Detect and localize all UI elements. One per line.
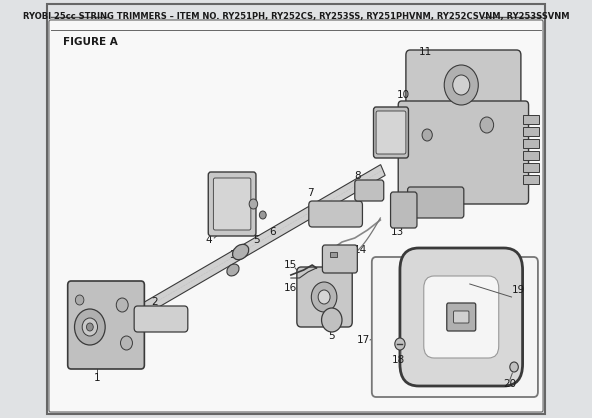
FancyBboxPatch shape [398, 101, 529, 204]
Text: 4: 4 [205, 235, 211, 245]
Circle shape [121, 336, 133, 350]
Circle shape [75, 309, 105, 345]
FancyBboxPatch shape [134, 306, 188, 332]
Text: 12: 12 [391, 203, 404, 213]
FancyBboxPatch shape [49, 20, 543, 412]
Text: 1: 1 [94, 373, 100, 383]
FancyBboxPatch shape [323, 245, 358, 273]
Circle shape [453, 75, 470, 95]
Text: 7: 7 [307, 188, 314, 198]
Text: FIGURE A: FIGURE A [63, 37, 117, 47]
Text: 11: 11 [419, 47, 432, 57]
Circle shape [444, 65, 478, 105]
Text: 6: 6 [269, 227, 275, 237]
Text: 20: 20 [503, 379, 516, 389]
FancyBboxPatch shape [213, 178, 251, 230]
Ellipse shape [233, 244, 249, 260]
Text: 17: 17 [356, 335, 370, 345]
Bar [523, 151, 539, 160]
Text: 2: 2 [152, 297, 158, 307]
Circle shape [321, 308, 342, 332]
Bar [523, 127, 539, 136]
Text: 16: 16 [284, 283, 298, 293]
Circle shape [318, 290, 330, 304]
Text: 13: 13 [391, 227, 404, 237]
Bar [330, 252, 337, 257]
Circle shape [116, 298, 128, 312]
Circle shape [311, 282, 337, 312]
Text: 8: 8 [354, 171, 361, 181]
Text: 18: 18 [391, 355, 405, 365]
Text: 14: 14 [354, 245, 368, 255]
Text: 5: 5 [253, 235, 260, 245]
Text: 10: 10 [397, 90, 410, 100]
Circle shape [82, 318, 98, 336]
FancyBboxPatch shape [309, 201, 362, 227]
FancyBboxPatch shape [406, 50, 521, 120]
Text: 5: 5 [329, 331, 335, 341]
Bar [523, 139, 539, 148]
Circle shape [75, 295, 84, 305]
Polygon shape [97, 165, 385, 340]
Circle shape [395, 338, 405, 350]
FancyBboxPatch shape [67, 281, 144, 369]
FancyBboxPatch shape [374, 107, 408, 158]
FancyBboxPatch shape [297, 267, 352, 327]
Text: RYOBI 25cc STRING TRIMMERS – ITEM NO. RY251PH, RY252CS, RY253SS, RY251PHVNM, RY2: RYOBI 25cc STRING TRIMMERS – ITEM NO. RY… [22, 13, 570, 21]
Text: 19: 19 [511, 285, 525, 295]
Circle shape [259, 211, 266, 219]
Circle shape [249, 199, 258, 209]
FancyBboxPatch shape [424, 276, 498, 358]
FancyBboxPatch shape [400, 248, 523, 386]
FancyBboxPatch shape [447, 303, 476, 331]
FancyBboxPatch shape [408, 187, 464, 218]
FancyBboxPatch shape [355, 180, 384, 201]
Circle shape [480, 117, 494, 133]
Bar [523, 175, 539, 184]
Text: 9: 9 [385, 125, 392, 135]
Bar [523, 115, 539, 124]
Text: 3: 3 [230, 250, 236, 260]
FancyBboxPatch shape [391, 192, 417, 228]
FancyBboxPatch shape [208, 172, 256, 236]
Bar [523, 163, 539, 172]
Circle shape [422, 129, 432, 141]
Text: 15: 15 [284, 260, 298, 270]
FancyBboxPatch shape [372, 257, 538, 397]
Ellipse shape [227, 264, 239, 276]
Circle shape [510, 362, 519, 372]
FancyBboxPatch shape [453, 311, 469, 323]
FancyBboxPatch shape [376, 111, 406, 154]
Circle shape [86, 323, 94, 331]
